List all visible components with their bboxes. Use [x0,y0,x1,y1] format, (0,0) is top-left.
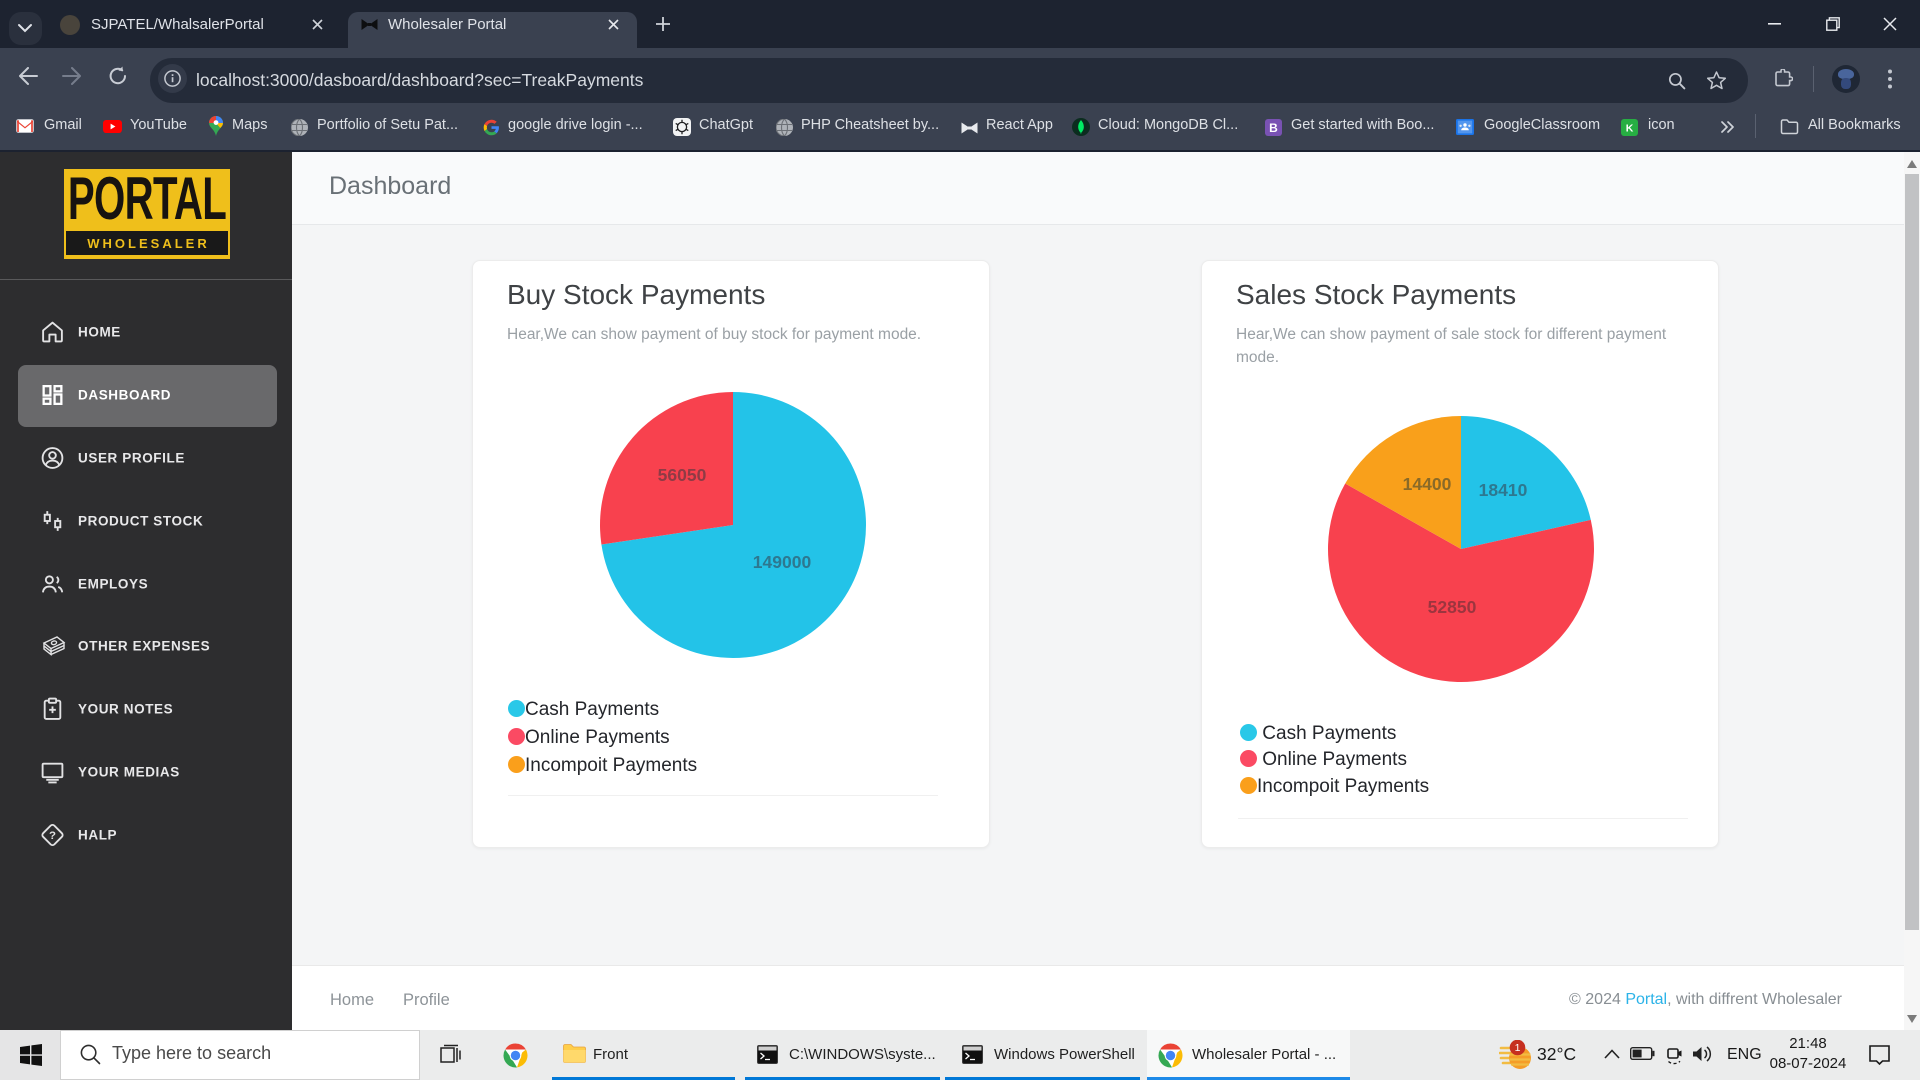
svg-text:?: ? [49,830,56,842]
svg-text:18410: 18410 [1479,480,1528,500]
svg-text:K: K [1626,123,1634,135]
svg-text:149000: 149000 [753,552,812,572]
svg-text:B: B [1269,121,1278,135]
svg-text:56050: 56050 [658,465,707,485]
svg-text:52850: 52850 [1428,597,1477,617]
svg-text:14400: 14400 [1403,474,1452,494]
svg-text:1: 1 [1515,1042,1521,1054]
